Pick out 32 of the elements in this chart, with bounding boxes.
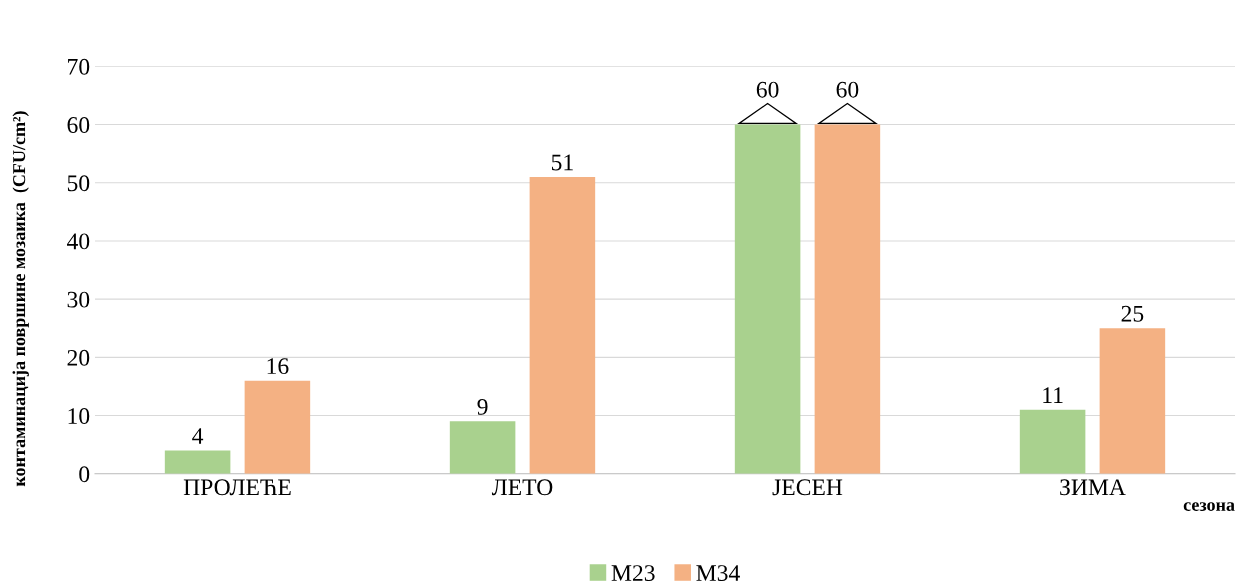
y-tick-label: 40 [66,233,90,250]
data-label: 60 [756,81,779,98]
y-axis-title: контаминација површине мозаика (CFU/cm²) [12,111,29,487]
y-tick-label: 60 [67,117,90,133]
y-tick-label: 0 [79,466,90,483]
data-label: 16 [267,358,289,375]
bar [244,380,311,474]
y-tick-label: 70 [68,58,90,75]
data-label: 4 [192,428,204,444]
data-label: 60 [836,81,859,98]
y-tick-label: 30 [67,291,90,308]
y-tick-label: 10 [68,408,90,424]
y-tick-label: 20 [67,349,90,366]
bar [529,176,596,474]
data-label: 11 [1043,387,1063,403]
legend-label: M34 [696,565,740,582]
x-tick-label: ЈЕСЕН [772,479,843,496]
legend-label: M23 [611,565,655,582]
data-label: 25 [1121,305,1144,322]
data-label: 51 [551,154,573,171]
bar [1099,328,1166,474]
bar [1019,409,1086,474]
x-tick-label: ПРОЛЕЋЕ [183,479,291,496]
bar [449,421,516,474]
x-axis-title: сезона [1183,502,1235,511]
data-label: 9 [477,398,488,415]
x-tick-label: ЛЕТО [491,479,553,496]
bar [814,124,881,474]
x-tick-label: ЗИМА [1060,479,1126,496]
y-tick-label: 50 [67,175,90,192]
bar [164,450,231,474]
bar [734,124,801,474]
